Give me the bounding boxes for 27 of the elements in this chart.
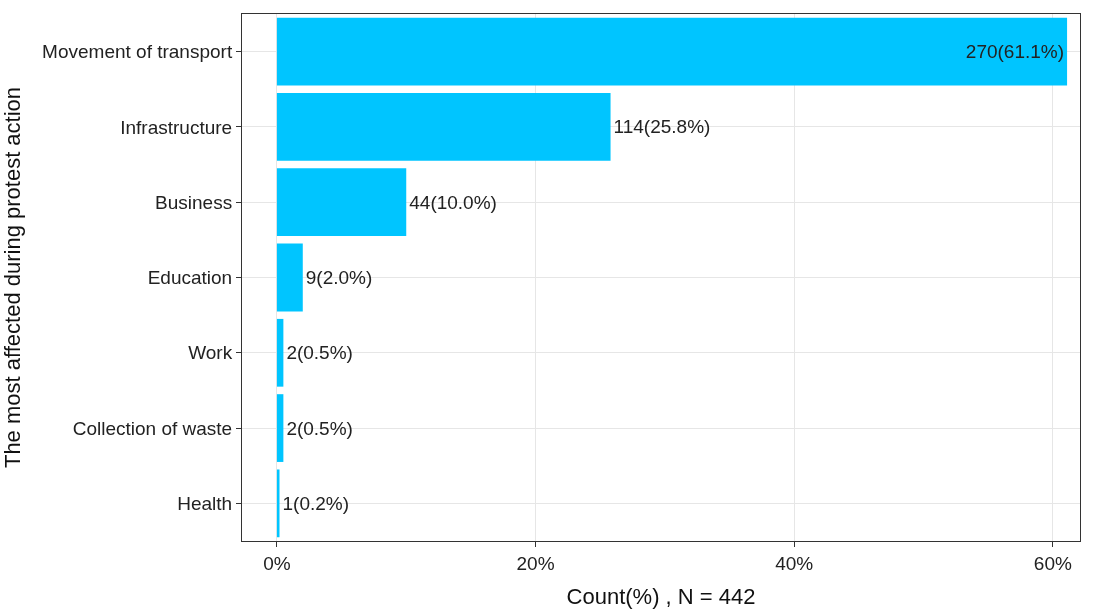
x-axis-title: Count(%) , N = 442 [566, 583, 756, 609]
y-tick-label: Education [147, 267, 233, 289]
data-label: 2(0.5%) [286, 417, 353, 439]
data-label: 2(0.5%) [286, 342, 353, 364]
x-tick-label: 60% [1033, 552, 1072, 574]
y-axis-title: The most affected during protest action [0, 86, 25, 469]
bar [276, 469, 280, 538]
y-tick-label: Movement of transport [42, 41, 233, 63]
bar [276, 318, 284, 387]
x-tick-label: 0% [263, 552, 291, 574]
y-tick-label: Work [188, 342, 233, 364]
bar [276, 17, 1068, 86]
bar [276, 93, 611, 161]
y-tick-label: Infrastructure [120, 116, 233, 138]
bar [276, 168, 407, 237]
data-label: 270(61.1%) [965, 41, 1065, 63]
bar [276, 394, 284, 462]
x-tick-label: 40% [775, 552, 814, 574]
data-label: 1(0.2%) [282, 492, 350, 514]
y-tick-label: Business [155, 191, 233, 213]
bar [276, 243, 303, 312]
data-label: 44(10.0%) [409, 191, 497, 213]
data-label: 114(25.8%) [613, 116, 711, 138]
data-label: 9(2.0%) [305, 267, 373, 288]
y-tick-label: Health [177, 493, 233, 515]
x-tick-label: 20% [516, 552, 555, 574]
y-tick-label: Collection of waste [72, 417, 233, 439]
